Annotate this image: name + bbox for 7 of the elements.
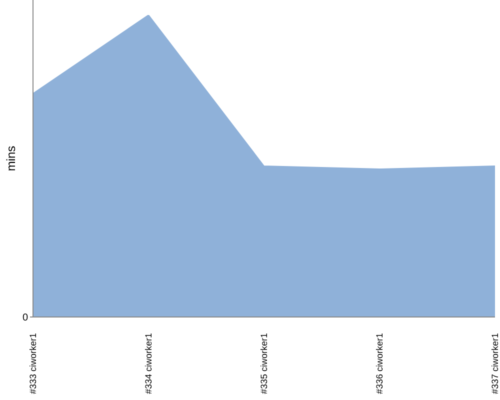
x-tick-label: #333 ciworker1 [28, 333, 38, 394]
x-tick-label: #335 ciworker1 [259, 333, 269, 394]
text: 0 [22, 312, 28, 324]
y-axis-title: mins [4, 146, 18, 172]
x-tick-label: #336 ciworker1 [374, 333, 384, 394]
x-tick-label: #337 ciworker1 [490, 333, 500, 394]
x-tick-label: #334 ciworker1 [144, 333, 154, 394]
